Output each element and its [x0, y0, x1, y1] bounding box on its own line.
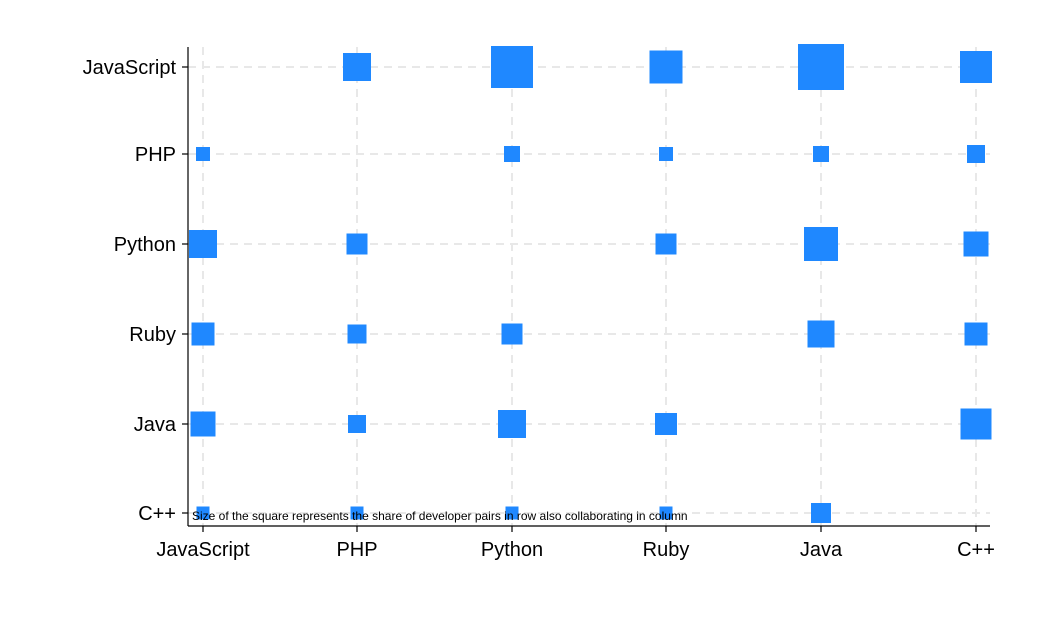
- x-tick-label: Python: [481, 539, 543, 561]
- square-mark: [348, 415, 366, 433]
- square-mark: [659, 506, 673, 520]
- grid: [188, 47, 990, 526]
- square-mark: [491, 46, 533, 88]
- x-tick-label: C++: [957, 539, 995, 561]
- square-mark: [811, 503, 831, 523]
- square-mark: [813, 146, 829, 162]
- square-mark: [804, 227, 838, 261]
- square-mark: [807, 320, 835, 348]
- square-mark: [191, 322, 215, 346]
- square-mark: [189, 230, 217, 258]
- y-tick-label: Ruby: [129, 324, 176, 346]
- x-tick-label: JavaScript: [156, 539, 250, 561]
- square-mark: [798, 44, 844, 90]
- tick-labels: JavaScript PHP Python Ruby Java C++ JavaScript…: [83, 57, 995, 561]
- square-mark: [960, 51, 992, 83]
- square-mark: [343, 53, 371, 81]
- axes: [187, 47, 990, 527]
- y-tick-label: Python: [114, 234, 176, 256]
- square-mark: [498, 410, 526, 438]
- x-tick-label: PHP: [336, 539, 377, 561]
- square-mark: [347, 324, 367, 344]
- square-mark: [960, 408, 992, 440]
- square-mark: [655, 413, 677, 435]
- chart-note: Size of the square represents the share …: [192, 509, 688, 523]
- square-mark: [196, 147, 210, 161]
- square-mark: [649, 50, 683, 84]
- square-mark: [350, 506, 364, 520]
- squares: [189, 44, 992, 523]
- y-tick-label: Java: [134, 414, 177, 436]
- square-mark: [190, 411, 216, 437]
- square-mark: [967, 145, 985, 163]
- square-mark: [963, 231, 989, 257]
- square-mark: [196, 506, 210, 520]
- y-tick-label: JavaScript: [83, 57, 177, 79]
- square-mark: [501, 323, 523, 345]
- y-tick-label: PHP: [135, 144, 176, 166]
- x-tick-label: Ruby: [643, 539, 690, 561]
- square-mark: [964, 322, 988, 346]
- y-tick-label: C++: [138, 503, 176, 525]
- square-mark: [505, 506, 519, 520]
- square-mark: [346, 233, 368, 255]
- square-mark: [655, 233, 677, 255]
- x-tick-label: Java: [800, 539, 843, 561]
- square-mark: [659, 147, 673, 161]
- square-mark: [504, 146, 520, 162]
